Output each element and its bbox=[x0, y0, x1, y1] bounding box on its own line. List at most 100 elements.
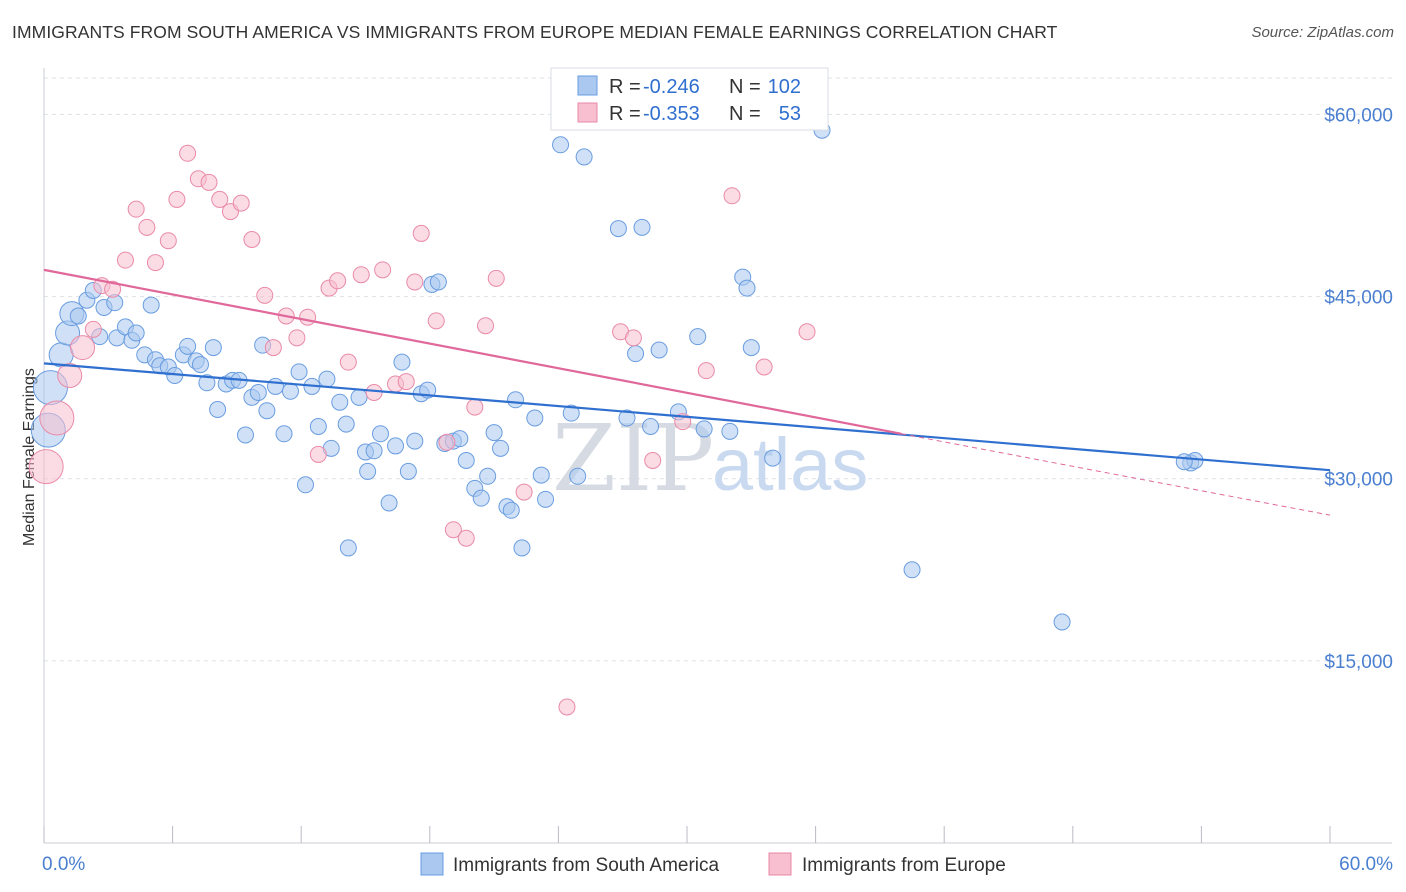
point-europe bbox=[168, 190, 186, 208]
series-south-america-points bbox=[30, 121, 1204, 631]
point-south-america bbox=[532, 466, 550, 484]
point-south-america bbox=[492, 439, 510, 457]
x-tick-labels: 0.0% 60.0% bbox=[42, 854, 1393, 875]
point-south-america bbox=[266, 377, 284, 395]
point-south-america bbox=[318, 370, 336, 388]
point-europe bbox=[116, 251, 134, 269]
chart-title: IMMIGRANTS FROM SOUTH AMERICA VS IMMIGRA… bbox=[12, 22, 1058, 42]
point-south-america bbox=[365, 442, 383, 460]
point-south-america bbox=[296, 476, 314, 494]
watermark-atlas: atlas bbox=[712, 423, 868, 506]
stats-r-label-2: R = bbox=[609, 103, 641, 125]
point-south-america bbox=[485, 424, 503, 442]
point-south-america bbox=[393, 353, 411, 371]
stats-box: R = -0.246 N = 102 R = -0.353 N = 53 bbox=[550, 67, 829, 131]
point-south-america bbox=[204, 339, 222, 357]
point-south-america bbox=[337, 415, 355, 433]
point-europe bbox=[515, 483, 533, 501]
point-europe bbox=[339, 353, 357, 371]
point-europe bbox=[28, 449, 64, 485]
point-south-america bbox=[275, 425, 293, 443]
y-tick-label: $60,000 bbox=[1324, 105, 1393, 126]
point-europe bbox=[159, 232, 177, 250]
stats-r-value-1: -0.246 bbox=[643, 76, 700, 98]
legend-swatch-south-america bbox=[420, 852, 444, 876]
trend-line-south-america bbox=[43, 362, 1331, 472]
stats-n-label-2: N = bbox=[729, 103, 761, 125]
point-south-america bbox=[258, 402, 276, 420]
point-south-america bbox=[399, 462, 417, 480]
stats-r-label-1: R = bbox=[609, 76, 641, 98]
point-south-america bbox=[721, 422, 739, 440]
point-south-america bbox=[429, 273, 447, 291]
point-south-america bbox=[502, 501, 520, 519]
legend-label-south-america: Immigrants from South America bbox=[453, 855, 720, 876]
point-south-america bbox=[69, 307, 87, 325]
point-south-america bbox=[339, 539, 357, 557]
x-tick-label-min: 0.0% bbox=[42, 854, 85, 875]
point-south-america bbox=[198, 374, 216, 392]
legend: Immigrants from South America Immigrants… bbox=[420, 852, 1006, 876]
point-europe bbox=[558, 698, 576, 716]
point-south-america bbox=[1175, 453, 1193, 471]
point-europe bbox=[723, 187, 741, 205]
point-europe bbox=[365, 384, 383, 401]
point-europe bbox=[264, 339, 282, 357]
point-south-america bbox=[350, 388, 368, 406]
x-tick-label-max: 60.0% bbox=[1339, 854, 1393, 875]
source-label: Source: ZipAtlas.com bbox=[1251, 24, 1394, 41]
point-south-america bbox=[372, 425, 390, 443]
point-south-america bbox=[742, 339, 760, 357]
point-south-america bbox=[650, 341, 668, 359]
point-south-america bbox=[569, 467, 587, 485]
point-south-america bbox=[642, 418, 660, 435]
point-south-america bbox=[609, 220, 627, 238]
point-europe bbox=[755, 358, 773, 376]
point-europe bbox=[211, 190, 229, 208]
point-europe bbox=[288, 329, 306, 347]
point-europe bbox=[457, 529, 475, 547]
stats-r-value-2: -0.353 bbox=[643, 103, 700, 125]
point-south-america bbox=[127, 324, 145, 342]
stats-swatch-pink bbox=[577, 102, 598, 123]
point-europe bbox=[299, 308, 317, 326]
point-europe bbox=[352, 266, 370, 284]
point-europe bbox=[697, 362, 715, 380]
y-tick-label: $45,000 bbox=[1324, 288, 1393, 309]
point-europe bbox=[70, 335, 96, 361]
trend-line-europe-extension bbox=[901, 433, 1331, 516]
point-south-america bbox=[309, 418, 327, 435]
point-south-america bbox=[903, 561, 921, 579]
point-europe bbox=[232, 194, 250, 212]
point-south-america bbox=[507, 391, 525, 409]
y-axis-label: Median Female Earnings bbox=[21, 368, 38, 546]
point-south-america bbox=[618, 409, 636, 427]
point-south-america bbox=[627, 345, 645, 363]
trend-line-europe bbox=[43, 268, 902, 435]
point-south-america bbox=[526, 409, 544, 427]
point-europe bbox=[798, 323, 816, 341]
point-south-america bbox=[689, 328, 707, 346]
point-south-america bbox=[249, 384, 267, 401]
stats-swatch-blue bbox=[577, 75, 598, 96]
point-south-america bbox=[142, 296, 160, 314]
point-south-america bbox=[380, 494, 398, 512]
point-south-america bbox=[633, 218, 651, 236]
point-south-america bbox=[738, 279, 756, 297]
point-europe bbox=[487, 269, 505, 287]
point-europe bbox=[444, 521, 462, 539]
point-europe bbox=[624, 329, 642, 347]
point-south-america bbox=[537, 490, 555, 508]
stats-n-value-1: 102 bbox=[768, 76, 801, 98]
point-europe bbox=[57, 363, 83, 388]
point-south-america bbox=[281, 382, 299, 400]
stats-n-label-1: N = bbox=[729, 76, 761, 98]
y-tick-label: $30,000 bbox=[1324, 470, 1393, 491]
point-europe bbox=[644, 452, 662, 469]
point-south-america bbox=[179, 337, 197, 355]
point-europe bbox=[309, 445, 327, 463]
point-europe bbox=[179, 144, 197, 162]
point-europe bbox=[329, 272, 347, 290]
point-south-america bbox=[236, 426, 254, 444]
